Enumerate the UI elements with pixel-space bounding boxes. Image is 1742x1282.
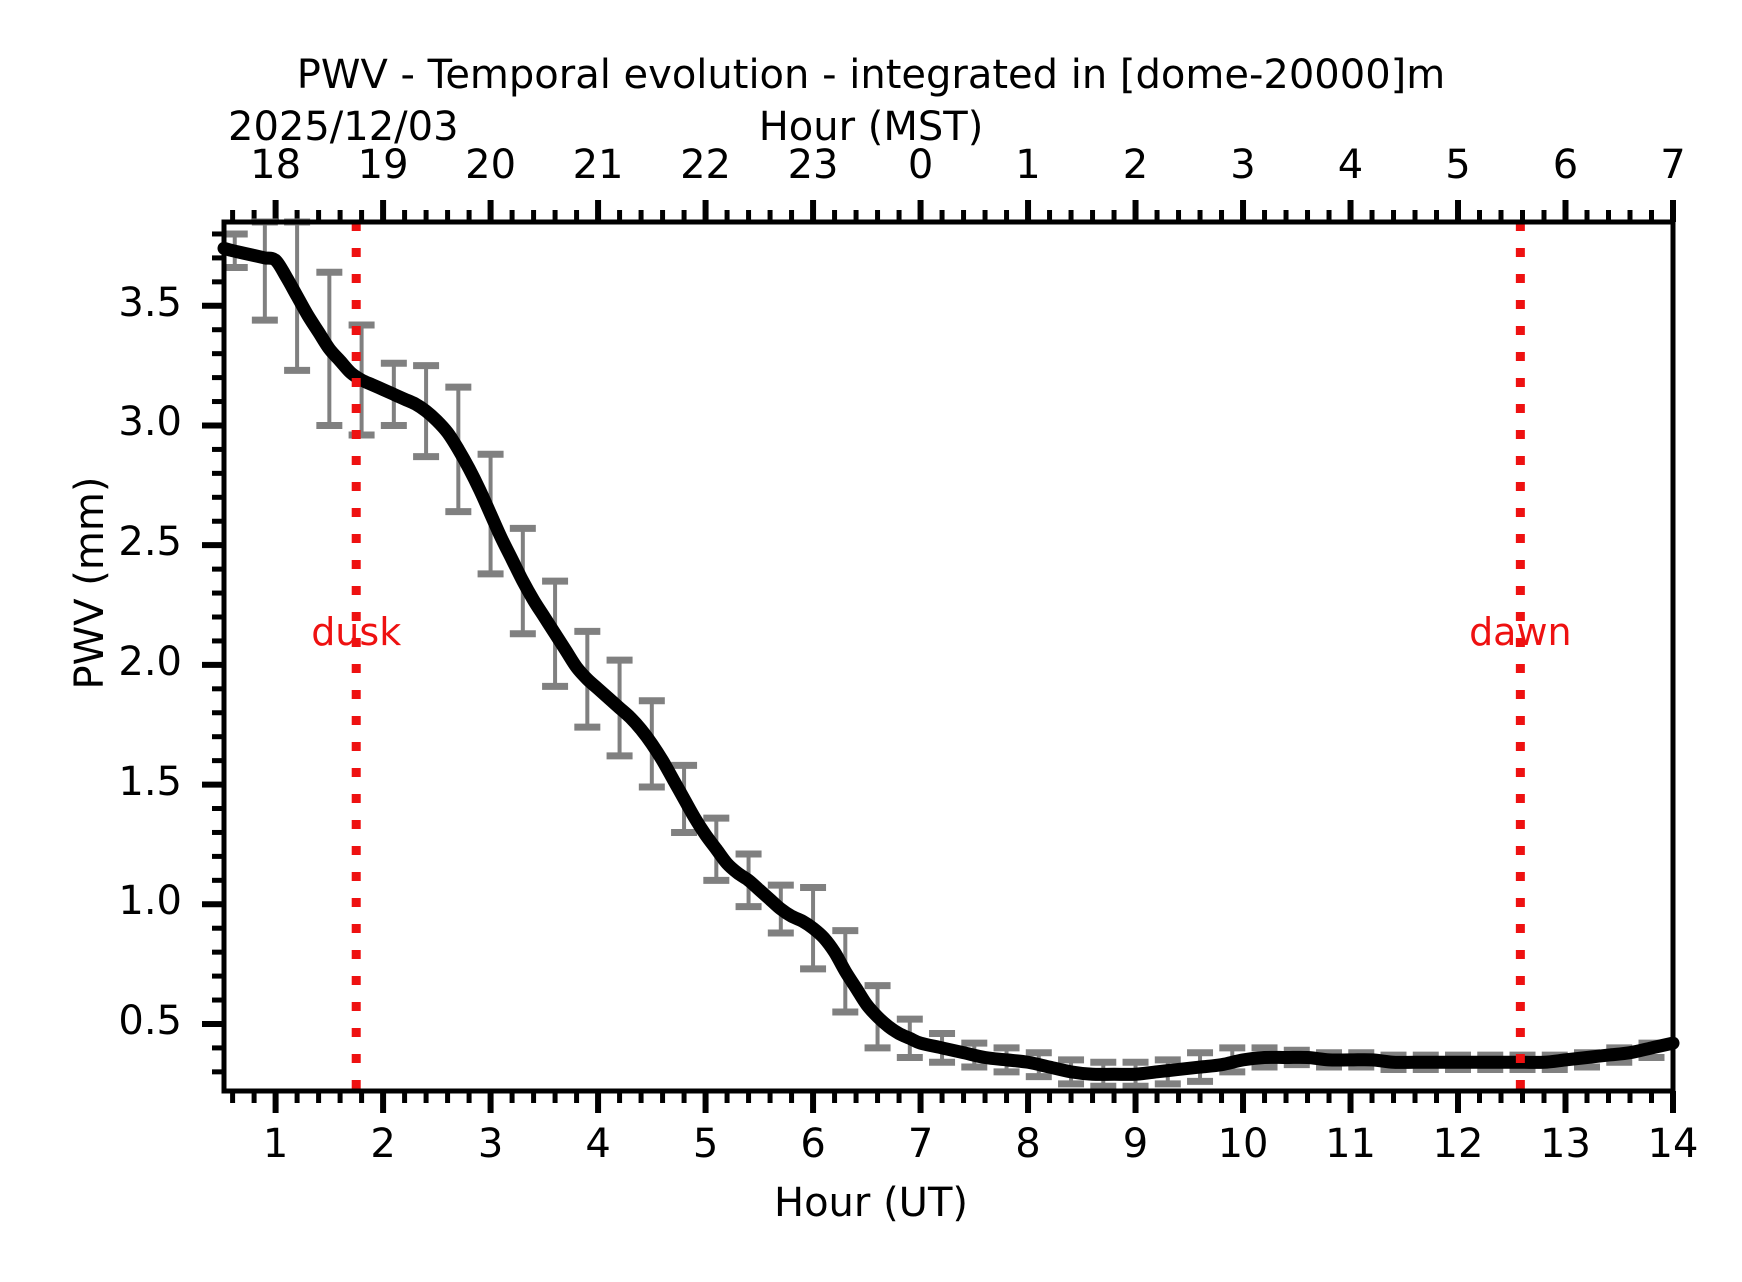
x-tick-label-top: 22 bbox=[680, 142, 732, 188]
pwv-data-line bbox=[217, 241, 1680, 1081]
x-tick-label-bottom: 8 bbox=[1015, 1121, 1041, 1167]
x-tick-label-top: 0 bbox=[907, 142, 934, 188]
x-tick-label-top: 5 bbox=[1445, 142, 1471, 188]
y-tick-label: 3.5 bbox=[118, 279, 182, 326]
x-tick-label-bottom: 5 bbox=[692, 1121, 719, 1167]
y-tick-label: 1.0 bbox=[118, 878, 182, 925]
x-tick-label-top: 4 bbox=[1337, 142, 1364, 188]
errorbar bbox=[251, 218, 278, 324]
x-tick-label-bottom: 11 bbox=[1325, 1121, 1376, 1167]
x-tick-label-top: 18 bbox=[250, 142, 302, 188]
x-axis-label: Hour (UT) bbox=[774, 1180, 968, 1226]
x-tick-label-bottom: 6 bbox=[800, 1121, 826, 1167]
x-tick-label-bottom: 10 bbox=[1217, 1121, 1269, 1167]
x-tick-label-top: 2 bbox=[1122, 142, 1149, 188]
y-tick-label: 2.0 bbox=[118, 638, 182, 685]
y-tick-label: 3.0 bbox=[118, 399, 182, 446]
top-axis-label: Hour (MST) bbox=[758, 104, 984, 150]
x-tick-label-bottom: 12 bbox=[1432, 1121, 1484, 1167]
y-axis-major-ticks bbox=[202, 302, 224, 1027]
y-tick-label: 2.5 bbox=[118, 519, 182, 566]
y-tick-label: 1.5 bbox=[118, 758, 182, 805]
x-tick-label-bottom: 14 bbox=[1647, 1121, 1699, 1167]
date-label: 2025/12/03 bbox=[228, 104, 459, 150]
x-tick-label-bottom: 4 bbox=[585, 1121, 611, 1167]
x-tick-label-bottom: 2 bbox=[370, 1121, 396, 1167]
x-tick-label-bottom: 9 bbox=[1122, 1121, 1149, 1167]
x-tick-label-top: 19 bbox=[357, 142, 409, 188]
x-tick-label-bottom: 1 bbox=[262, 1121, 289, 1167]
x-tick-label-top: 21 bbox=[572, 142, 624, 188]
x-tick-label-bottom: 3 bbox=[477, 1121, 504, 1167]
chart-title: PWV - Temporal evolution - integrated in… bbox=[296, 52, 1446, 98]
x-tick-label-top: 1 bbox=[1015, 142, 1041, 188]
top-axis-major-ticks bbox=[272, 200, 1676, 222]
dawn-label: dawn bbox=[1469, 610, 1572, 655]
dusk-label: dusk bbox=[311, 610, 402, 655]
x-tick-label-top: 23 bbox=[787, 142, 839, 188]
x-tick-label-top: 6 bbox=[1552, 142, 1579, 188]
x-tick-label-bottom: 7 bbox=[907, 1121, 934, 1167]
y-tick-label: 0.5 bbox=[118, 997, 182, 1044]
x-tick-label-top: 7 bbox=[1660, 142, 1686, 188]
x-tick-label-top: 3 bbox=[1230, 142, 1256, 188]
plot-frame bbox=[221, 219, 1676, 1094]
x-tick-label-top: 20 bbox=[465, 142, 517, 188]
bottom-axis-major-ticks bbox=[272, 1091, 1676, 1113]
annotation-vlines bbox=[351, 222, 1525, 1091]
x-tick-label-bottom: 13 bbox=[1540, 1121, 1591, 1167]
